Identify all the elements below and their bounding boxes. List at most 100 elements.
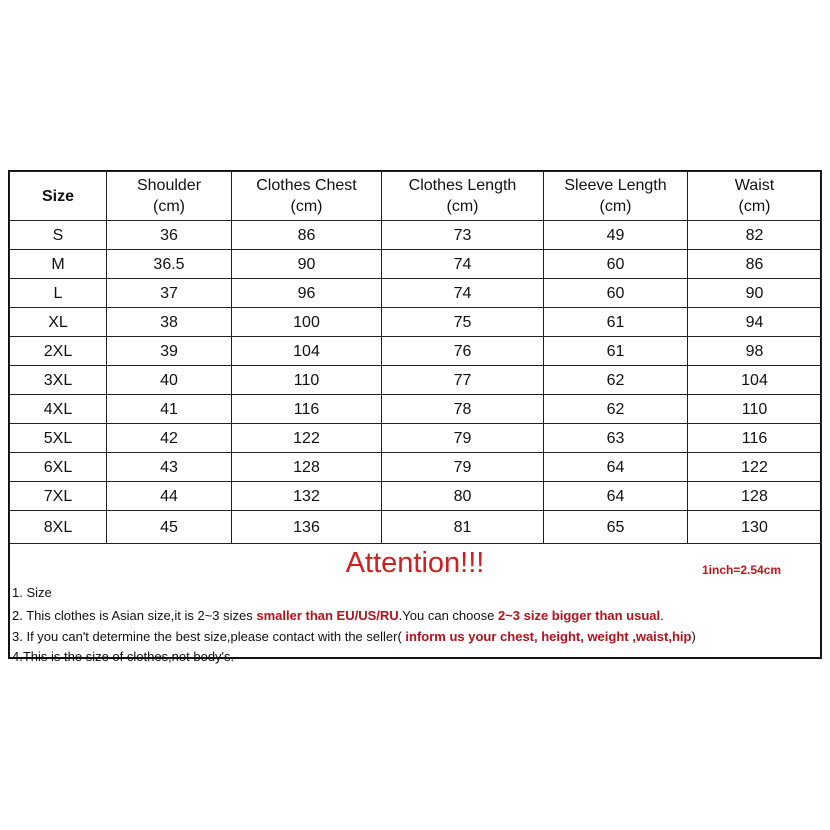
note-text: ) (691, 629, 696, 644)
value-cell: 74 (381, 249, 544, 279)
value-cell: 79 (381, 423, 544, 453)
value-cell: 61 (543, 336, 688, 366)
size-cell: S (9, 220, 107, 250)
table-row: L 37 96 74 60 90 (9, 278, 822, 308)
note-line: 4.This is the size of clothes,not body's… (12, 649, 234, 664)
note-text: 3. If you can't determine the best size,… (12, 629, 406, 644)
value-cell: 43 (106, 452, 232, 482)
value-cell: 80 (381, 481, 544, 511)
size-cell: 3XL (9, 365, 107, 395)
column-header: Waist (cm) (687, 171, 822, 221)
notes-section: Attention!!! 1inch=2.54cm 1. Size 2. This… (10, 545, 820, 664)
value-cell: 94 (687, 307, 822, 337)
value-cell: 64 (543, 481, 688, 511)
table-row: 5XL 42 122 79 63 116 (9, 423, 822, 453)
header-title: Waist (734, 177, 775, 194)
note-text: 2. This clothes is Asian size,it is 2~3 … (12, 608, 257, 623)
value-cell: 63 (543, 423, 688, 453)
size-cell: M (9, 249, 107, 279)
highlighted-text: smaller than EU/US/RU (256, 608, 399, 623)
size-cell: 5XL (9, 423, 107, 453)
table-row: 2XL 39 104 76 61 98 (9, 336, 822, 366)
value-cell: 136 (231, 510, 382, 544)
conversion-note: 1inch=2.54cm (702, 563, 782, 577)
size-cell: L (9, 278, 107, 308)
highlighted-text: 2~3 size bigger than usual (497, 608, 661, 623)
header-unit: (cm) (738, 198, 771, 215)
value-cell: 122 (231, 423, 382, 453)
note-line: 1. Size (12, 585, 52, 600)
value-cell: 116 (231, 394, 382, 424)
value-cell: 128 (687, 481, 822, 511)
value-cell: 39 (106, 336, 232, 366)
value-cell: 122 (687, 452, 822, 482)
value-cell: 104 (687, 365, 822, 395)
value-cell: 75 (381, 307, 544, 337)
value-cell: 42 (106, 423, 232, 453)
size-cell: 2XL (9, 336, 107, 366)
value-cell: 100 (231, 307, 382, 337)
note-text: 1. Size (12, 585, 52, 600)
size-cell: 8XL (9, 510, 107, 544)
value-cell: 60 (543, 249, 688, 279)
value-cell: 132 (231, 481, 382, 511)
value-cell: 44 (106, 481, 232, 511)
column-header: Clothes Chest (cm) (231, 171, 382, 221)
note-line: 3. If you can't determine the best size,… (12, 629, 696, 644)
value-cell: 38 (106, 307, 232, 337)
value-cell: 79 (381, 452, 544, 482)
table-row: XL 38 100 75 61 94 (9, 307, 822, 337)
value-cell: 41 (106, 394, 232, 424)
size-cell: 6XL (9, 452, 107, 482)
header-unit: (cm) (446, 198, 479, 215)
value-cell: 36 (106, 220, 232, 250)
header-unit: (cm) (599, 198, 632, 215)
table-row: 3XL 40 110 77 62 104 (9, 365, 822, 395)
note-line: 2. This clothes is Asian size,it is 2~3 … (12, 608, 664, 623)
header-title: Shoulder (136, 177, 202, 194)
table-row: 6XL 43 128 79 64 122 (9, 452, 822, 482)
size-cell: XL (9, 307, 107, 337)
table-row: 7XL 44 132 80 64 128 (9, 481, 822, 511)
value-cell: 36.5 (106, 249, 232, 279)
table-row: 4XL 41 116 78 62 110 (9, 394, 822, 424)
column-header: Clothes Length (cm) (381, 171, 544, 221)
value-cell: 61 (543, 307, 688, 337)
value-cell: 77 (381, 365, 544, 395)
table-row: 8XL 45 136 81 65 130 (9, 510, 822, 544)
value-cell: 110 (231, 365, 382, 395)
value-cell: 90 (231, 249, 382, 279)
note-text: . (660, 608, 664, 623)
value-cell: 81 (381, 510, 544, 544)
value-cell: 130 (687, 510, 822, 544)
value-cell: 45 (106, 510, 232, 544)
highlighted-text: inform us your chest, height, weight ,wa… (405, 629, 692, 644)
value-cell: 96 (231, 278, 382, 308)
value-cell: 62 (543, 394, 688, 424)
value-cell: 62 (543, 365, 688, 395)
value-cell: 73 (381, 220, 544, 250)
note-text: 4.This is the size of clothes,not body's… (12, 649, 235, 664)
column-header: Size (9, 171, 107, 221)
header-row: Size Shoulder (cm) Clothes Chest (cm) Clothes… (9, 171, 822, 221)
attention-heading: Attention!!! (345, 547, 485, 579)
header-title: Size (41, 187, 74, 205)
value-cell: 82 (687, 220, 822, 250)
value-cell: 40 (106, 365, 232, 395)
table-row: M 36.5 90 74 60 86 (9, 249, 822, 279)
value-cell: 116 (687, 423, 822, 453)
column-header: Shoulder (cm) (106, 171, 232, 221)
value-cell: 65 (543, 510, 688, 544)
size-cell: 4XL (9, 394, 107, 424)
value-cell: 104 (231, 336, 382, 366)
value-cell: 74 (381, 278, 544, 308)
header-title: Sleeve Length (564, 177, 667, 194)
header-unit: (cm) (153, 198, 185, 215)
value-cell: 90 (687, 278, 822, 308)
header-title: Clothes Chest (256, 177, 357, 194)
value-cell: 86 (231, 220, 382, 250)
header-unit: (cm) (290, 198, 323, 215)
value-cell: 98 (687, 336, 822, 366)
note-text: .You can choose (398, 608, 498, 623)
value-cell: 37 (106, 278, 232, 308)
